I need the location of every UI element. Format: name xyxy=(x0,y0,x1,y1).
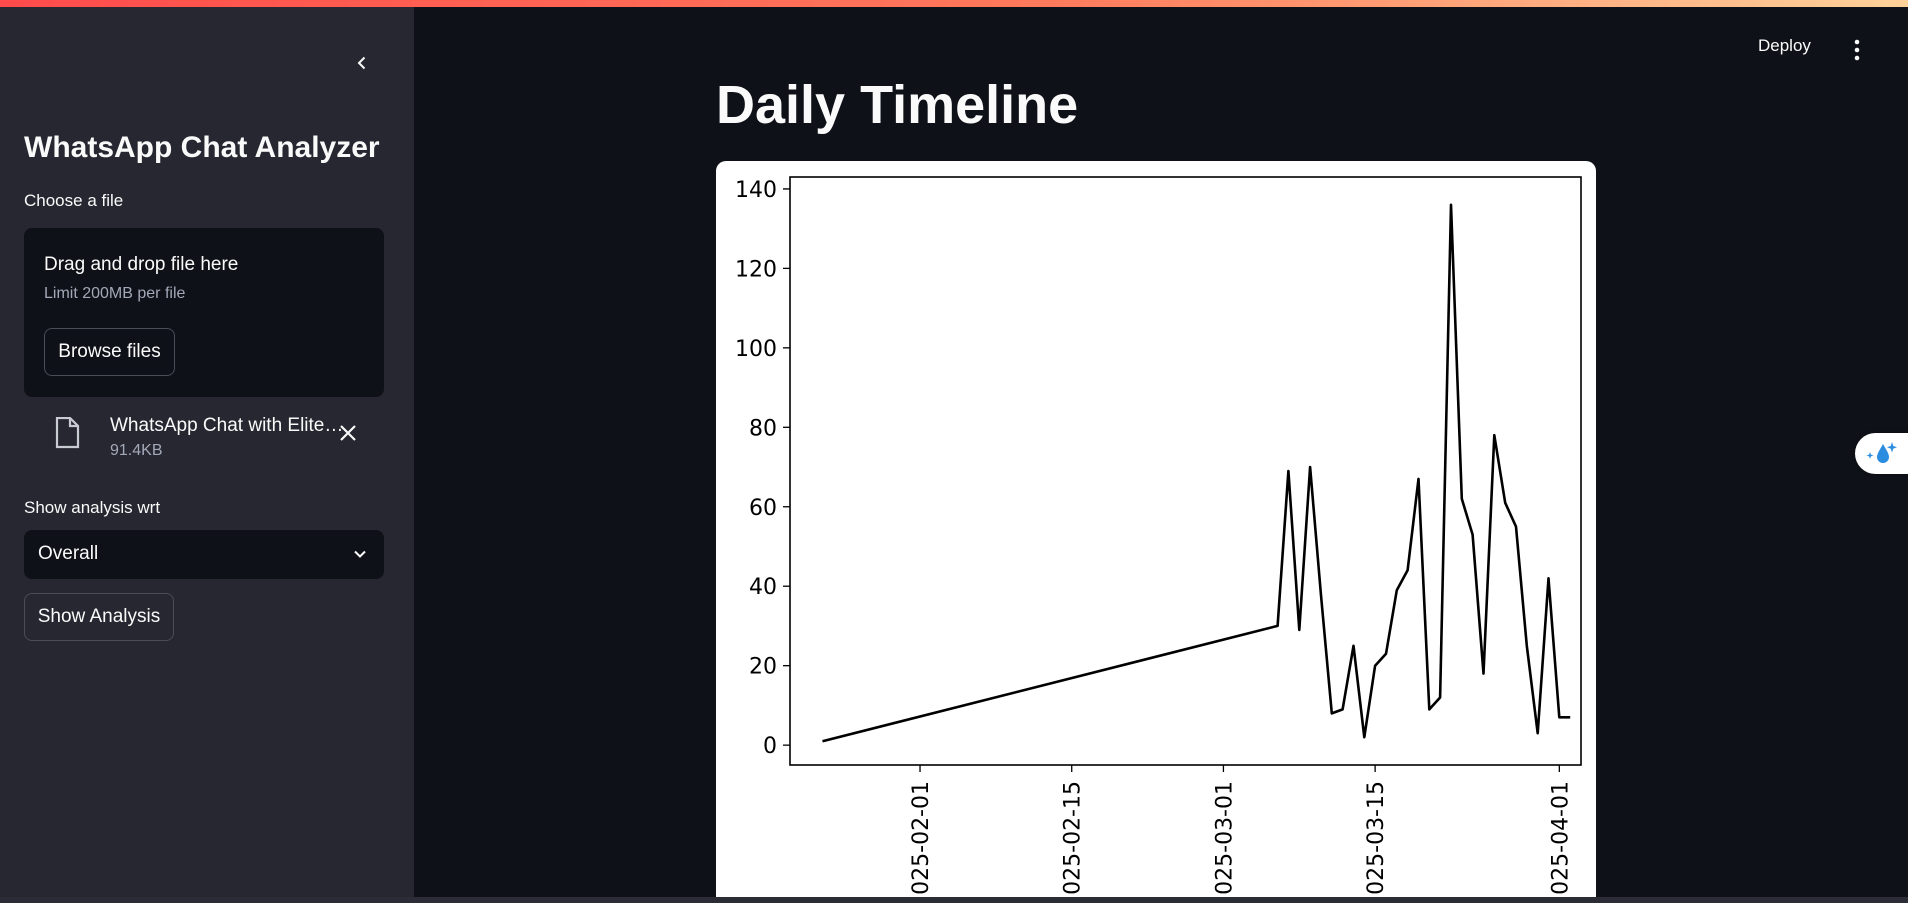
y-tick-label: 40 xyxy=(749,575,777,600)
analysis-select-label: Show analysis wrt xyxy=(24,498,161,517)
deploy-button[interactable]: Deploy xyxy=(1758,36,1811,55)
uploaded-file-name: WhatsApp Chat with Elite… xyxy=(110,415,344,436)
show-analysis-button[interactable]: Show Analysis xyxy=(24,593,174,641)
dropzone-title: Drag and drop file here xyxy=(44,254,239,275)
y-tick-label: 60 xyxy=(749,496,777,521)
sparkle-icon xyxy=(1866,441,1897,463)
y-tick-label: 80 xyxy=(749,416,777,441)
daily-timeline-chart: 0 20 40 60 80 100 120 140 2025-02-01 2025-02-15 20… xyxy=(735,176,1582,903)
x-tick-label: 2025-03-15 xyxy=(1364,781,1389,903)
plot-frame xyxy=(789,176,1582,766)
x-tick-label: 2025-03-01 xyxy=(1212,781,1237,903)
x-tick-label: 2025-04-01 xyxy=(1548,781,1573,903)
top-decoration-bar xyxy=(0,0,1908,7)
collapse-sidebar-button[interactable] xyxy=(346,47,378,79)
chevron-down-icon xyxy=(354,550,366,558)
sparkle-assistant-button[interactable] xyxy=(1855,433,1908,474)
bottom-strip xyxy=(0,897,1908,903)
sidebar: WhatsApp Chat Analyzer Choose a file Dra… xyxy=(0,7,414,903)
y-tick-label: 120 xyxy=(735,257,777,282)
analysis-select-value: Overall xyxy=(38,543,99,564)
x-tick-label: 2025-02-01 xyxy=(909,781,934,903)
file-dropzone[interactable]: Drag and drop file here Limit 200MB per … xyxy=(24,228,384,397)
file-icon xyxy=(55,417,80,449)
chart-card: 0 20 40 60 80 100 120 140 2025-02-01 2025-02-15 20… xyxy=(716,161,1596,903)
series-line-0 xyxy=(822,203,1571,743)
y-tick-label: 20 xyxy=(749,655,777,680)
y-tick-label: 140 xyxy=(735,178,777,203)
app-title: WhatsApp Chat Analyzer xyxy=(24,131,380,164)
y-tick-label: 0 xyxy=(763,734,777,759)
y-tick-label: 100 xyxy=(735,337,777,362)
browse-files-button[interactable]: Browse files xyxy=(44,328,175,376)
uploaded-file-size: 91.4KB xyxy=(110,442,163,459)
page-title: Daily Timeline xyxy=(716,75,1079,135)
dropzone-limit: Limit 200MB per file xyxy=(44,285,186,302)
close-icon[interactable] xyxy=(339,424,357,442)
kebab-menu-icon[interactable] xyxy=(1846,36,1868,64)
x-tick-label: 2025-02-15 xyxy=(1061,781,1086,903)
uploaded-file-item: WhatsApp Chat with Elite… 91.4KB xyxy=(24,407,384,467)
analysis-select[interactable]: Overall xyxy=(24,530,384,579)
chevron-left-icon xyxy=(357,56,366,70)
file-uploader-label: Choose a file xyxy=(24,191,124,210)
